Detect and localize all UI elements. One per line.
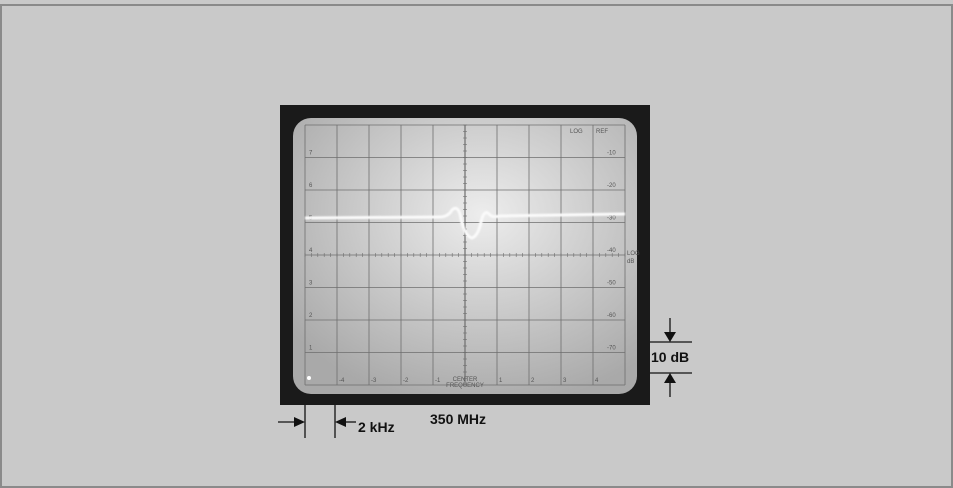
- screen-center-label: FREQUENCY: [446, 383, 484, 389]
- screen-bottom-label: 3: [563, 378, 567, 384]
- screen-left-label: 7: [309, 151, 313, 157]
- span-label: 2 kHz: [358, 419, 395, 435]
- screen-left-label: 3: [309, 281, 313, 287]
- screen-bottom-label: 4: [595, 378, 599, 384]
- screen-bottom-label: -2: [403, 378, 409, 384]
- screen-left-label: 2: [309, 313, 313, 319]
- screen-left-label: 6: [309, 183, 313, 189]
- screen-side-label: dB: [627, 259, 634, 265]
- screen-right-label: -70: [607, 346, 616, 352]
- screen-top-label: LOG: [570, 129, 583, 135]
- marker-dot: [307, 376, 311, 380]
- screen-bottom-label: 2: [531, 378, 535, 384]
- screen-right-label: -60: [607, 313, 616, 319]
- screen-bottom-label: -3: [371, 378, 377, 384]
- trace: [304, 206, 626, 240]
- screen-right-label: -10: [607, 151, 616, 157]
- frame: [0, 4, 953, 488]
- screen-top-label: REF: [596, 129, 608, 135]
- screen-right-label: -30: [607, 216, 616, 222]
- scale-indicator: [650, 318, 692, 397]
- graticule: [304, 124, 626, 386]
- frequency-label: 350 MHz: [430, 411, 486, 427]
- screen-bottom-label: -4: [339, 378, 345, 384]
- scale-label: 10 dB: [651, 349, 689, 365]
- screen-left-label: 1: [309, 346, 313, 352]
- span-indicator: [278, 405, 356, 438]
- screen-center-label: CENTER: [453, 377, 478, 383]
- screen-bottom-label: 1: [499, 378, 503, 384]
- screen-right-label: -20: [607, 183, 616, 189]
- screen-right-label: -50: [607, 281, 616, 287]
- screen-left-label: 4: [309, 248, 313, 254]
- screen-side-label: LOG: [627, 251, 640, 257]
- screen-bottom-label: -1: [435, 378, 441, 384]
- screen-right-label: -40: [607, 248, 616, 254]
